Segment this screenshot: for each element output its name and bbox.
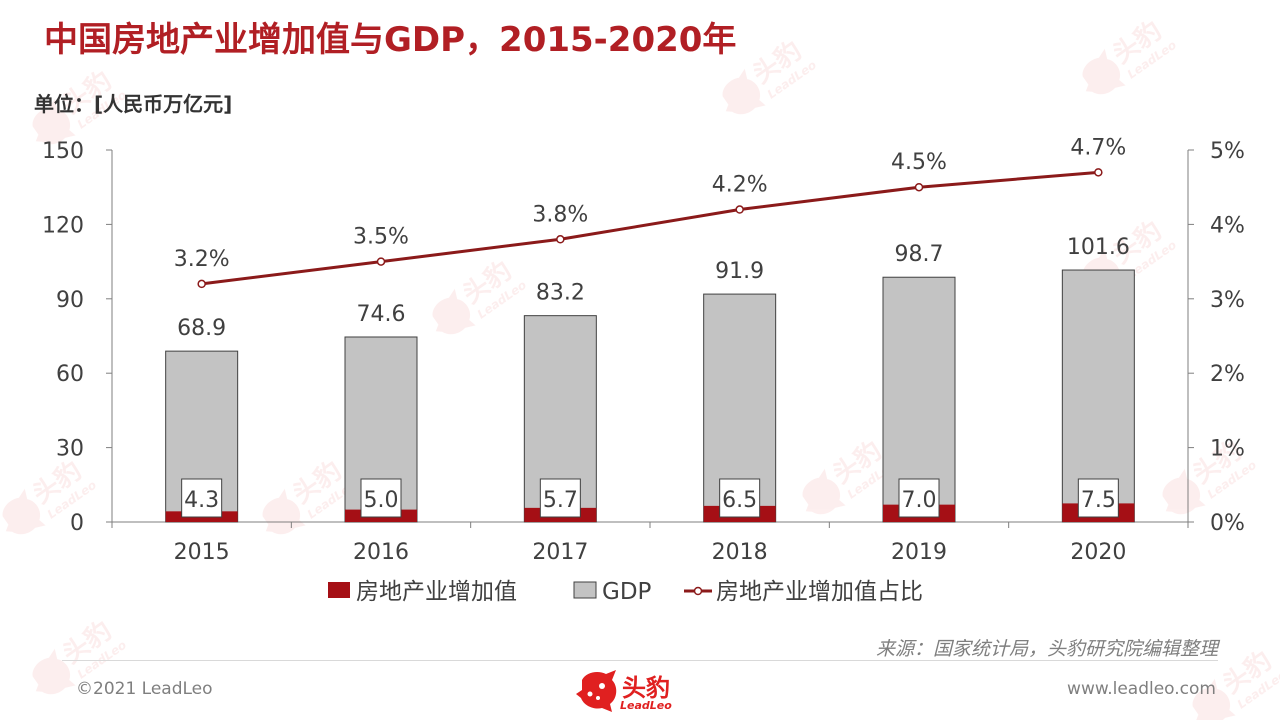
real-estate-value-label: 4.3 bbox=[184, 488, 219, 513]
y-tick-label-right: 3% bbox=[1210, 288, 1245, 313]
real-estate-value-label: 7.5 bbox=[1081, 488, 1116, 513]
real-estate-label-box bbox=[898, 478, 940, 518]
page-title: 中国房地产业增加值与GDP，2015-2020年 bbox=[44, 20, 737, 60]
real-estate-label-box bbox=[719, 478, 761, 518]
legend-label-real-estate: 房地产业增加值 bbox=[356, 579, 517, 605]
gdp-value-label: 91.9 bbox=[715, 259, 764, 284]
logo-text-en: LeadLeo bbox=[620, 699, 672, 712]
watermark-text-en: LeadLeo bbox=[1235, 668, 1280, 712]
y-tick-label-right: 1% bbox=[1210, 437, 1245, 462]
real-estate-value-label: 7.0 bbox=[902, 488, 937, 513]
share-value-label: 3.8% bbox=[532, 202, 588, 227]
y-tick-label-right: 0% bbox=[1210, 511, 1245, 536]
y-tick-label-left: 90 bbox=[56, 288, 84, 313]
share-point bbox=[914, 182, 924, 192]
real-estate-value-label: 5.0 bbox=[364, 488, 399, 513]
legend-label-share: 房地产业增加值占比 bbox=[716, 579, 923, 605]
gdp-value-label: 101.6 bbox=[1067, 235, 1130, 260]
real-estate-value-label: 6.5 bbox=[722, 488, 757, 513]
share-value-label: 4.5% bbox=[891, 150, 947, 175]
chart-legend: 房地产业增加值 GDP 房地产业增加值占比 bbox=[328, 579, 923, 605]
share-value-label: 3.2% bbox=[174, 247, 230, 272]
real-estate-label-box bbox=[1077, 478, 1119, 518]
gdp-value-label: 68.9 bbox=[177, 316, 226, 341]
x-tick-label: 2015 bbox=[174, 540, 230, 565]
real-estate-label-box bbox=[181, 478, 223, 518]
share-point bbox=[735, 205, 744, 214]
gdp-value-label: 74.6 bbox=[357, 302, 406, 327]
legend-label-gdp: GDP bbox=[602, 579, 652, 605]
share-line bbox=[201, 170, 1099, 286]
share-value-label: 3.5% bbox=[353, 225, 409, 250]
x-tick-label: 2020 bbox=[1070, 540, 1126, 565]
y-tick-label-right: 2% bbox=[1210, 362, 1245, 387]
y-tick-label-left: 60 bbox=[56, 362, 84, 387]
legend-swatch-real-estate bbox=[328, 582, 350, 598]
gdp-value-label: 98.7 bbox=[895, 242, 944, 267]
legend-marker-share bbox=[693, 586, 703, 596]
leadleo-logo[interactable]: 头豹 LeadLeo bbox=[576, 664, 706, 718]
copyright-text: ©2021 LeadLeo bbox=[76, 679, 213, 699]
chart-labels: 68.9 4.3 74.6 5.0 83.2 5.7 91.9 6.5 98.7 7.0 101.6… bbox=[174, 135, 1130, 518]
website-link[interactable]: www.leadleo.com bbox=[1067, 679, 1216, 699]
leopard-head-icon bbox=[576, 670, 617, 712]
gdp-value-label: 83.2 bbox=[536, 281, 585, 306]
real-estate-value-label: 5.7 bbox=[543, 488, 578, 513]
share-point bbox=[197, 279, 206, 289]
chart-bars bbox=[165, 269, 1135, 523]
unit-label: 单位：[人民币万亿元] bbox=[34, 92, 233, 116]
y-tick-label-left: 150 bbox=[42, 139, 84, 164]
x-tick-label: 2017 bbox=[532, 540, 588, 565]
share-value-label: 4.7% bbox=[1070, 135, 1126, 160]
y-tick-label-left: 30 bbox=[56, 437, 84, 462]
watermark-text-cn: 头豹 bbox=[1217, 645, 1277, 700]
y-tick-label-right: 4% bbox=[1210, 213, 1245, 238]
real-estate-label-box bbox=[360, 478, 402, 518]
combo-chart: 0 30 60 90 120 150 0% 1% 2% 3% 4% 5% 2015 2016 2017 201… bbox=[42, 135, 1245, 605]
y-tick-label-left: 0 bbox=[70, 511, 84, 536]
share-point bbox=[1094, 168, 1103, 177]
x-tick-label: 2019 bbox=[891, 540, 947, 565]
share-value-label: 4.2% bbox=[712, 173, 768, 198]
legend-swatch-gdp bbox=[573, 581, 597, 599]
chart-line bbox=[197, 168, 1103, 289]
watermark-leopard-icon bbox=[32, 648, 76, 695]
share-point bbox=[376, 257, 386, 266]
chart-axes: 0 30 60 90 120 150 0% 1% 2% 3% 4% 5% 2015 2016 2017 201… bbox=[42, 139, 1245, 565]
source-note: 来源：国家统计局，头豹研究院编辑整理 bbox=[875, 638, 1218, 660]
y-tick-label-left: 120 bbox=[42, 213, 84, 238]
x-tick-label: 2016 bbox=[353, 540, 409, 565]
share-point bbox=[556, 235, 565, 244]
x-tick-label: 2018 bbox=[712, 540, 768, 565]
logo-text-cn: 头豹 bbox=[622, 674, 670, 702]
real-estate-label-box bbox=[539, 478, 581, 518]
footer-divider bbox=[62, 660, 1218, 661]
y-tick-label-right: 5% bbox=[1210, 139, 1245, 164]
